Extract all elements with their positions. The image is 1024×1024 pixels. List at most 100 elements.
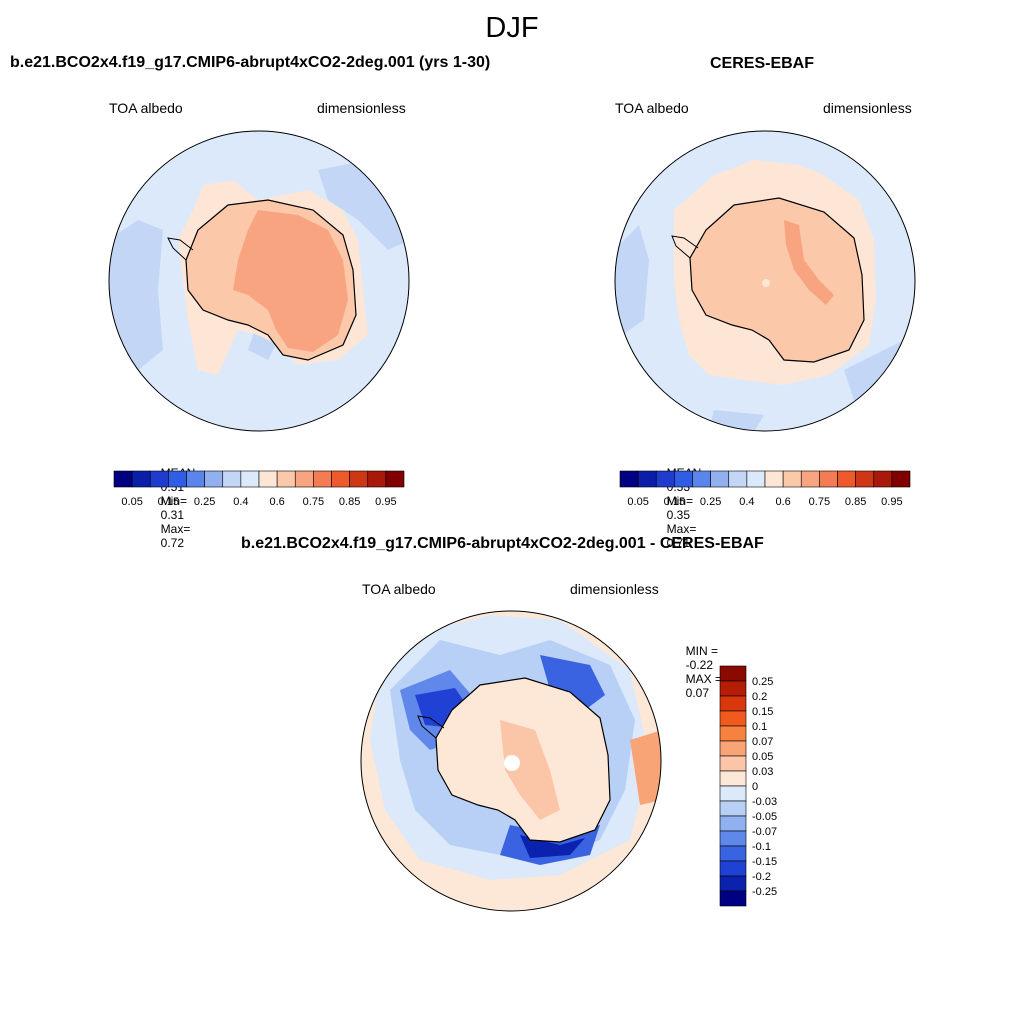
diff-positive-east — [630, 730, 661, 805]
panel1-colorbar-tick-label: 0.85 — [339, 496, 360, 508]
diff-colorbar-tick-label: 0.15 — [752, 706, 773, 718]
panel2-low-albedo-west — [615, 225, 649, 340]
panel1-colorbar-swatch — [240, 470, 260, 488]
panel2-units-label: dimensionless — [823, 100, 912, 116]
diff-east-negative — [540, 655, 605, 710]
diff-colorbar-tick-label: -0.05 — [752, 811, 777, 823]
panel1-coastline — [185, 199, 357, 361]
panel1-antarctic-interior — [233, 210, 348, 352]
panel1-colorbar-swatch — [131, 470, 151, 488]
diff-colorbar-tick-label: 0.25 — [752, 676, 773, 688]
panel2-colorbar-swatch — [764, 470, 784, 488]
diff-colorbar-swatch — [719, 710, 747, 727]
panel1-max-value: 0.72 — [160, 536, 185, 550]
season-title: DJF — [485, 12, 539, 44]
panel2-colorbar-swatch — [692, 470, 711, 488]
panel1-units-label: dimensionless — [317, 100, 406, 116]
diff-antarctic-positive — [500, 720, 560, 820]
panel2-colorbar-swatch — [710, 470, 730, 488]
panel2-colorbar-swatch — [800, 470, 820, 488]
panel2-max-value: 0.71 — [666, 536, 691, 550]
diff-pole-hole — [504, 755, 520, 771]
diff-colorbar-swatch — [719, 695, 747, 712]
panel2-variable-label: TOA albedo — [615, 100, 689, 116]
panel1-colorbar-swatch — [168, 470, 187, 488]
panel1-colorbar-swatch — [149, 470, 169, 488]
diff-colorbar-swatch — [719, 680, 747, 697]
panel2-colorbar-swatch — [728, 470, 748, 488]
diff-min-value: -0.22 — [685, 658, 714, 672]
panel2-min-value: 0.35 — [666, 508, 691, 522]
diff-colorbar-tick-label: -0.07 — [752, 826, 777, 838]
diff-colorbar-swatch — [719, 800, 747, 817]
diff-colorbar-tick-label: -0.1 — [752, 841, 771, 853]
panel2-colorbar-tick-label: 0.85 — [845, 496, 866, 508]
panel1-peninsula-outline — [167, 237, 194, 261]
panel1-colorbar-tick-label: 0.05 — [121, 496, 142, 508]
panel1-colorbar-swatch — [331, 470, 350, 488]
diff-colorbar-swatch — [719, 785, 747, 802]
panel1-colorbar-swatch — [367, 470, 387, 488]
diff-max-label: MAX = — [685, 672, 723, 686]
diff-map-border — [360, 610, 662, 912]
panel1-colorbar-tick-label: 0.25 — [194, 496, 215, 508]
panel1-colorbar-tick-label: 0.75 — [303, 496, 324, 508]
panel1-colorbar-swatch — [294, 470, 314, 488]
panel1-colorbar-tick-label: 0.95 — [375, 496, 396, 508]
diff-min-label: MIN = — [685, 644, 719, 658]
diff-peninsula-outline — [417, 715, 445, 739]
diff-colorbar-tick-label: 0.2 — [752, 691, 767, 703]
diff-colorbar-swatch — [719, 755, 747, 772]
panel2-colorbar-tick-label: 0.05 — [627, 496, 648, 508]
diff-panel-title: b.e21.BCO2x4.f19_g17.CMIP6-abrupt4xCO2-2… — [241, 535, 764, 552]
panel2-antarctic-continent-fill — [690, 198, 864, 362]
diff-colorbar-tick-label: 0.03 — [752, 766, 773, 778]
panel2-colorbar-tick-label: 0.6 — [775, 496, 790, 508]
panel1-polar-map — [108, 130, 410, 432]
panel1-colorbar-swatch — [258, 470, 278, 488]
panel2-colorbar-tick-label: 0.75 — [809, 496, 830, 508]
panel1-colorbar-swatch — [385, 470, 405, 488]
panel2-colorbar-swatch — [655, 470, 675, 488]
panel2-colorbar: 0.05 0.15 0.25 0.4 0.6 0.75 0.85 0.95 — [619, 470, 911, 508]
panel1-colorbar-swatch — [313, 470, 332, 488]
panel2-map-border — [614, 130, 916, 432]
diff-colorbar: 0.25 0.2 0.15 0.1 0.07 0.05 0.03 0 -0.03 -0.05 -0.… — [719, 665, 777, 907]
panel2-colorbar-tick-label: 0.25 — [700, 496, 721, 508]
panel1-colorbar: 0.05 0.15 0.25 0.4 0.6 0.75 0.85 0.95 — [113, 470, 405, 508]
panel2-coastline — [689, 197, 865, 363]
diff-colorbar-tick-label: 0 — [752, 781, 758, 793]
panel1-max-label: Max= — [160, 522, 191, 536]
panel1-colorbar-swatch — [276, 470, 296, 488]
diff-colorbar-swatch — [719, 770, 747, 787]
panel1-variable-label: TOA albedo — [109, 100, 183, 116]
panel2-colorbar-swatch — [782, 470, 802, 488]
diff-colorbar-swatch — [719, 665, 747, 682]
panel2-max-label: Max= — [666, 522, 697, 536]
diff-colorbar-swatch — [719, 860, 747, 877]
panel1-colorbar-swatch — [222, 470, 242, 488]
panel2-pole-marker — [762, 279, 770, 287]
diff-colorbar-swatch — [719, 725, 747, 742]
panel1-title: b.e21.BCO2x4.f19_g17.CMIP6-abrupt4xCO2-2… — [10, 54, 491, 71]
panel1-low-albedo-west — [109, 220, 163, 380]
diff-colorbar-tick-label: -0.03 — [752, 796, 777, 808]
diff-colorbar-swatch — [719, 890, 747, 907]
panel2-colorbar-swatch — [637, 470, 657, 488]
panel1-min-label: Min= — [160, 494, 188, 508]
panel1-colorbar-swatch — [113, 470, 133, 488]
diff-max-value: 0.07 — [685, 686, 710, 700]
panel2-title: CERES-EBAF — [710, 55, 815, 72]
diff-colorbar-tick-label: 0.1 — [752, 721, 767, 733]
diff-colorbar-tick-label: -0.2 — [752, 871, 771, 883]
diff-coastline — [435, 677, 611, 843]
diff-colorbar-swatch — [719, 830, 747, 847]
panel2-colorbar-swatch — [619, 470, 639, 488]
panel2-colorbar-swatch — [819, 470, 838, 488]
diff-colorbar-tick-label: -0.25 — [752, 886, 777, 898]
panel1-map-border — [108, 130, 410, 432]
panel2-colorbar-tick-label: 0.95 — [881, 496, 902, 508]
panel1-colorbar-swatch — [186, 470, 205, 488]
diff-colorbar-tick-label: -0.15 — [752, 856, 777, 868]
panel1-colorbar-swatch — [349, 470, 369, 488]
